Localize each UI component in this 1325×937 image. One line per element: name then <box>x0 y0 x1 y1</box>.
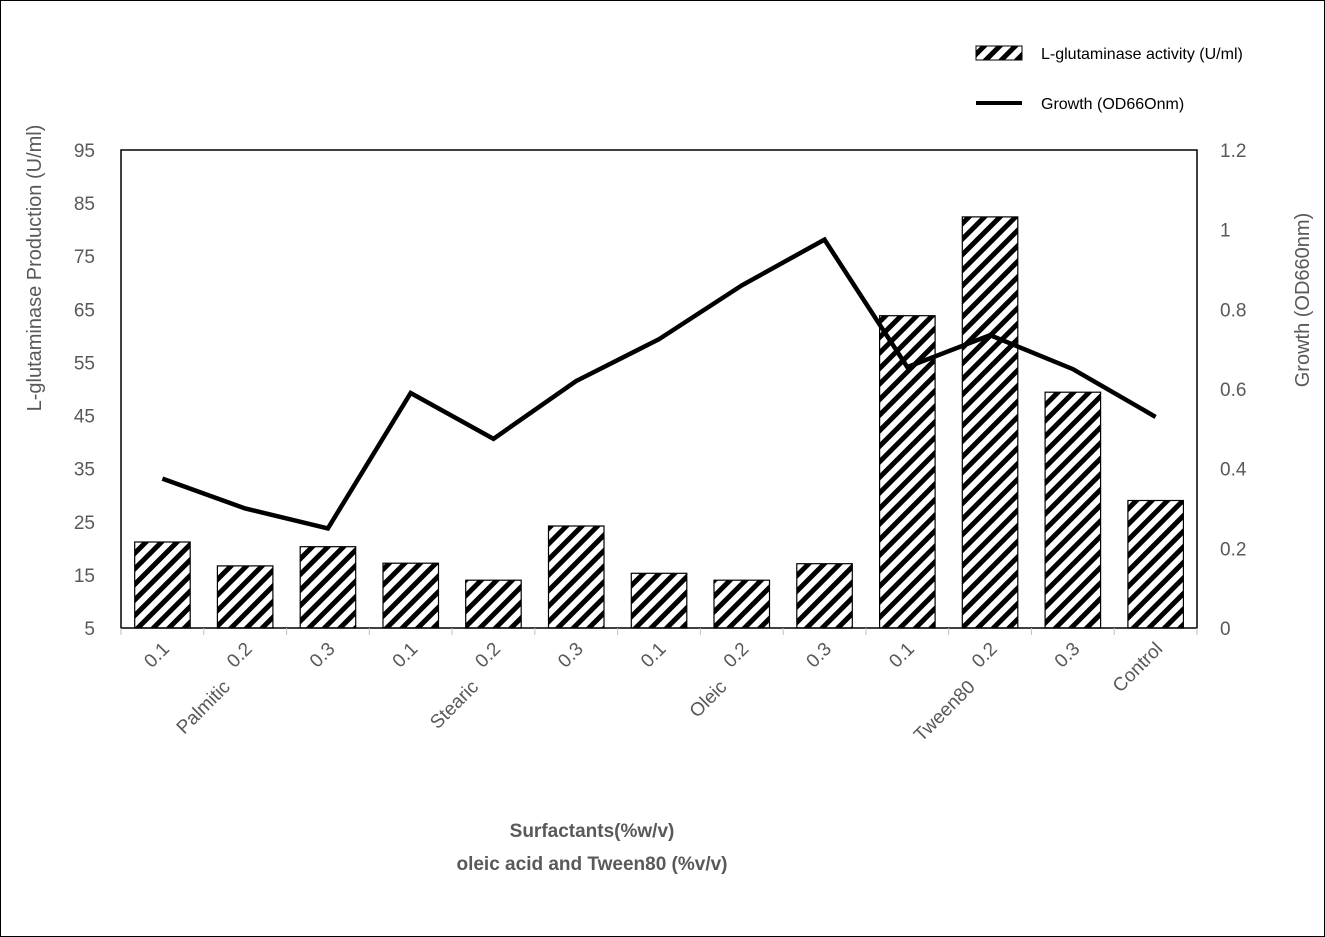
growth-line <box>161 236 1157 531</box>
legend-label-bar: L-glutaminase activity (U/ml) <box>1041 46 1243 63</box>
x-group-label-0: Palmitic <box>173 677 235 739</box>
y-tick-label-1: 85 <box>74 194 95 215</box>
bar-5 <box>547 525 605 629</box>
y2-axis-title: Growth (OD660nm) <box>1292 213 1314 388</box>
bar-6 <box>630 572 688 629</box>
legend-label-line: Growth (OD66Onm) <box>1041 96 1184 113</box>
y-tick-label-5: 45 <box>74 407 95 428</box>
x-group-label-3: Tween80 <box>910 677 979 746</box>
x-category-label-8: 0.3 <box>803 639 837 673</box>
y-tick-label-3: 65 <box>74 300 95 321</box>
y-axis-title: L-glutaminase Production (U/ml) <box>24 125 46 412</box>
plot-area: 95 85 75 65 55 45 35 25 15 5 1.2 1 0.8 0.6 0.4 0.2 0 0.1 0… <box>74 141 1247 746</box>
y-tick-label-6: 35 <box>74 460 95 481</box>
y2-tick-label-4: 0.4 <box>1220 460 1247 481</box>
bar-9 <box>878 315 936 629</box>
x-category-label-7: 0.2 <box>720 639 754 673</box>
y2-tick-label-0: 1.2 <box>1220 141 1246 162</box>
y2-tick-label-3: 0.6 <box>1220 380 1246 401</box>
y-tick-label-4: 55 <box>74 353 95 374</box>
y-tick-label-0: 95 <box>74 141 95 162</box>
bar-2 <box>299 546 357 629</box>
x-category-label-5: 0.3 <box>554 639 588 673</box>
x-category-label-11: 0.3 <box>1051 639 1085 673</box>
bar-3 <box>382 562 440 629</box>
y2-tick-label-5: 0.2 <box>1220 539 1246 560</box>
plot-border <box>120 149 1198 629</box>
x-category-label-6: 0.1 <box>637 639 671 673</box>
bar-10 <box>961 216 1019 629</box>
x-category-label-10: 0.2 <box>968 639 1002 673</box>
bar-7 <box>713 579 771 629</box>
legend: L-glutaminase activity (U/ml) Growth (OD… <box>975 45 1243 113</box>
x-group-label-1: Stearic <box>426 677 483 734</box>
y2-tick-label-6: 0 <box>1220 619 1231 640</box>
x-axis-title-line-1: Surfactants(%w/v) <box>510 821 675 842</box>
y-tick-label-9: 5 <box>84 619 95 640</box>
x-axis-title-line-2: oleic acid and Tween80 (%v/v) <box>456 854 727 875</box>
y-tick-label-2: 75 <box>74 247 95 268</box>
bar-1 <box>216 565 274 629</box>
x-category-label-9: 0.1 <box>885 639 919 673</box>
bar-11 <box>1044 391 1102 629</box>
bar-8 <box>796 563 853 629</box>
bar-4 <box>465 579 522 629</box>
bar-12 <box>1127 499 1185 629</box>
x-category-label-3: 0.1 <box>389 639 423 673</box>
legend-swatch-bar <box>975 45 1023 61</box>
x-group-label-2: Oleic <box>686 677 731 722</box>
x-category-label-12: Control <box>1109 639 1167 697</box>
y2-tick-label-2: 0.8 <box>1220 300 1246 321</box>
x-category-label-2: 0.3 <box>306 639 340 673</box>
x-category-label-4: 0.2 <box>471 639 505 673</box>
y-tick-label-7: 25 <box>74 513 95 534</box>
y2-tick-label-1: 1 <box>1220 221 1231 242</box>
bar-0 <box>134 541 191 629</box>
x-category-label-1: 0.2 <box>223 639 257 673</box>
y-tick-label-8: 15 <box>74 566 95 587</box>
x-category-label-0: 0.1 <box>140 639 174 673</box>
